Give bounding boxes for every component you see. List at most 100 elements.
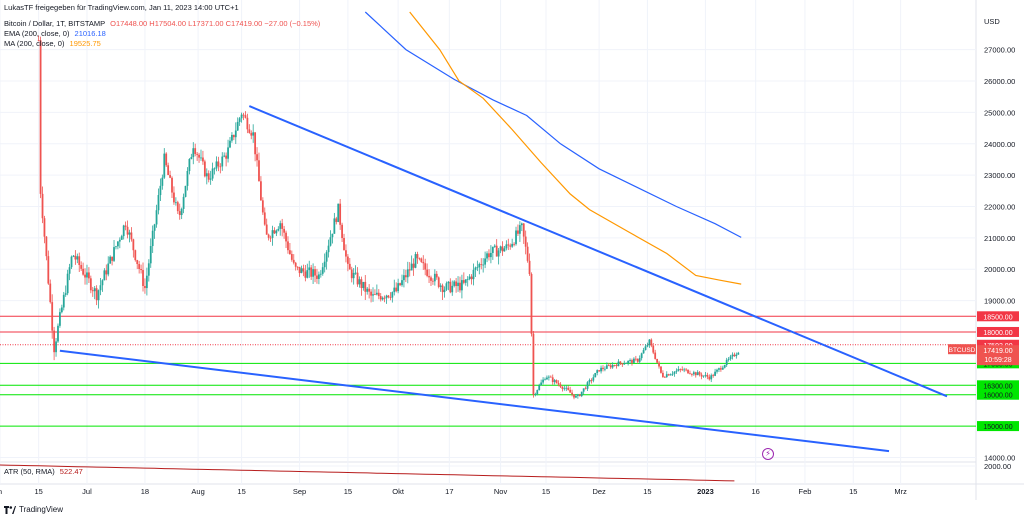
candle-body bbox=[273, 230, 276, 234]
candle-body bbox=[706, 374, 709, 377]
x-tick-label: n bbox=[0, 487, 2, 496]
candle-body bbox=[414, 254, 417, 268]
candle-body bbox=[66, 273, 69, 294]
candle-body bbox=[145, 275, 148, 289]
ema-legend-value: 21016.18 bbox=[74, 29, 106, 38]
ema-line bbox=[364, 11, 742, 238]
candle-body bbox=[140, 269, 142, 271]
ma-legend[interactable]: MA (200, close, 0) 19525.75 bbox=[4, 39, 101, 49]
candle-body bbox=[312, 269, 314, 277]
candle-body bbox=[549, 376, 552, 378]
candle-body bbox=[59, 312, 61, 326]
candle-body bbox=[198, 154, 200, 158]
atr-legend[interactable]: ATR (50, RMA) 522.47 bbox=[4, 467, 83, 477]
candle-body bbox=[656, 358, 659, 363]
candle-body bbox=[136, 260, 139, 265]
candle-body bbox=[190, 157, 193, 160]
candle-body bbox=[118, 239, 121, 242]
candle-body bbox=[221, 156, 224, 167]
candle-body bbox=[53, 330, 56, 353]
moving-averages bbox=[364, 11, 742, 285]
candle-body bbox=[633, 358, 635, 363]
candle-body bbox=[694, 372, 697, 376]
symbol-name[interactable]: Bitcoin / Dollar, 1T, BITSTAMP bbox=[4, 19, 106, 28]
candle-body bbox=[261, 200, 264, 213]
candle-body bbox=[449, 281, 452, 293]
candle-body bbox=[692, 372, 695, 375]
candle-body bbox=[165, 153, 168, 166]
candle-body bbox=[540, 382, 543, 386]
candle-body bbox=[590, 380, 593, 381]
candle-body bbox=[428, 275, 430, 278]
candle-body bbox=[294, 262, 297, 267]
candle-body bbox=[348, 263, 351, 270]
candle-body bbox=[215, 161, 218, 169]
lightning-event-icon[interactable]: ⚡ bbox=[762, 448, 774, 460]
candle-body bbox=[99, 285, 102, 291]
candle-body bbox=[437, 277, 440, 287]
candle-body bbox=[151, 230, 154, 247]
candle-body bbox=[316, 275, 318, 279]
candle-body bbox=[134, 250, 137, 261]
candle-body bbox=[385, 295, 388, 299]
candle-body bbox=[735, 354, 738, 357]
candle-body bbox=[563, 388, 566, 390]
candle-body bbox=[582, 388, 585, 392]
candle-body bbox=[546, 377, 548, 380]
candle-body bbox=[217, 161, 220, 167]
symbol-tag-label: BTCUSD bbox=[949, 347, 976, 354]
candle-body bbox=[153, 224, 156, 231]
candle-body bbox=[395, 287, 398, 292]
level-tag bbox=[977, 339, 1019, 350]
candle-body bbox=[491, 246, 494, 253]
ema-legend[interactable]: EMA (200, close, 0) 21016.18 bbox=[4, 29, 106, 39]
grid bbox=[0, 0, 1024, 500]
candle-body bbox=[410, 263, 413, 271]
y-tick-label: 27000.00 bbox=[984, 46, 1015, 55]
candle-body bbox=[472, 269, 475, 280]
candle-body bbox=[51, 302, 54, 331]
candle-body bbox=[161, 177, 164, 186]
candle-body bbox=[607, 365, 610, 367]
candle-body bbox=[180, 208, 183, 216]
candle-body bbox=[513, 243, 515, 245]
x-tick-label: Feb bbox=[798, 487, 811, 496]
candle-body bbox=[559, 384, 562, 387]
candle-body bbox=[364, 281, 367, 292]
x-tick-label: Nov bbox=[494, 487, 508, 496]
candle-body bbox=[41, 193, 44, 219]
candle-body bbox=[232, 134, 235, 138]
level-tag bbox=[977, 326, 1019, 337]
candle-body bbox=[435, 273, 438, 278]
candle-body bbox=[277, 228, 280, 231]
horizontal-levels: 18500.0018000.0017592.0017000.0016300.00… bbox=[0, 311, 1019, 432]
x-tick-label: Mrz bbox=[894, 487, 907, 496]
candle-body bbox=[80, 265, 83, 269]
candle-body bbox=[654, 352, 657, 359]
y-tick-label: 14000.00 bbox=[984, 453, 1015, 462]
upper-trendline bbox=[248, 105, 948, 398]
candle-body bbox=[337, 203, 340, 222]
candle-body bbox=[88, 272, 90, 279]
candle-body bbox=[652, 345, 655, 353]
candle-body bbox=[636, 358, 639, 362]
candle-body bbox=[648, 339, 651, 346]
candle-body bbox=[719, 368, 722, 370]
candle-body bbox=[379, 296, 382, 300]
candle-body bbox=[144, 285, 146, 289]
candle-body bbox=[362, 281, 365, 289]
level-tag bbox=[977, 389, 1019, 400]
footer-brand[interactable]: TradingView bbox=[4, 505, 63, 514]
candle-body bbox=[333, 218, 336, 234]
candle-body bbox=[289, 250, 291, 255]
candle-body bbox=[171, 177, 173, 193]
candle-body bbox=[74, 255, 77, 260]
candle-body bbox=[459, 282, 461, 291]
candle-body bbox=[103, 270, 106, 281]
candle-body bbox=[536, 390, 539, 394]
candle-body bbox=[524, 236, 527, 247]
level-tag bbox=[977, 421, 1019, 432]
candle-body bbox=[128, 232, 131, 235]
x-tick-label: 15 bbox=[237, 487, 245, 496]
